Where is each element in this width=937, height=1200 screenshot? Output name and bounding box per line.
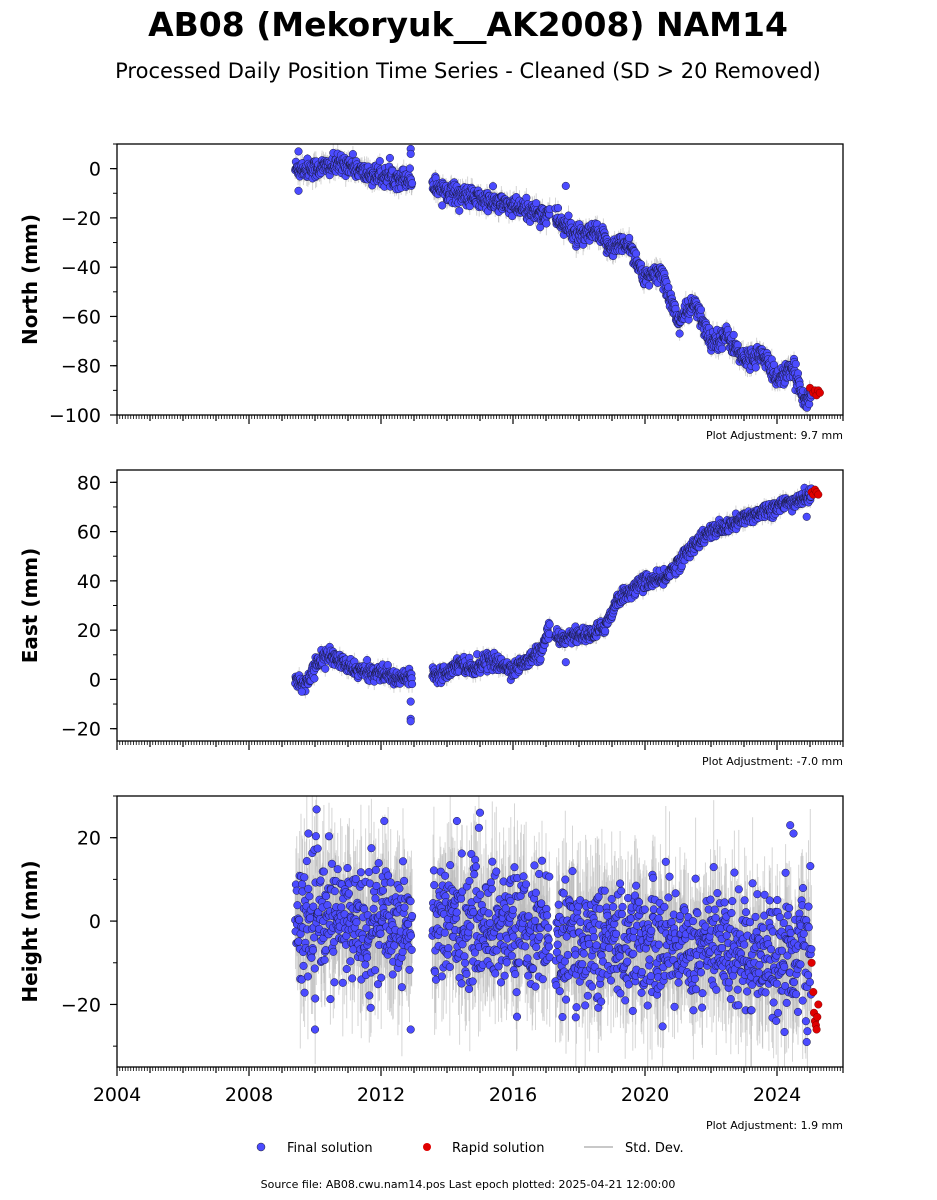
y-tick-label: −20 xyxy=(61,208,101,230)
final-solution-point xyxy=(321,664,330,673)
final-solution-point xyxy=(408,179,417,188)
final-solution-point xyxy=(751,363,760,372)
final-solution-point xyxy=(536,655,545,664)
final-solution-points xyxy=(291,144,816,412)
final-solution-point xyxy=(310,674,319,683)
final-solution-point xyxy=(294,186,303,195)
y-tick-label: −100 xyxy=(49,405,101,427)
chart-subtitle: Processed Daily Position Time Series - C… xyxy=(115,59,821,83)
final-solution-point xyxy=(348,150,357,159)
final-solution-point xyxy=(561,181,570,190)
final-solution-point xyxy=(564,211,573,220)
final-solution-point xyxy=(294,147,303,156)
final-solution-point xyxy=(406,149,415,158)
final-solution-point xyxy=(405,164,414,173)
final-solution-point xyxy=(645,281,654,290)
final-solution-point xyxy=(488,182,498,191)
final-solution-point xyxy=(385,153,394,163)
final-solution-point xyxy=(696,305,706,314)
final-solution-point xyxy=(455,206,464,215)
final-solution-point xyxy=(718,344,727,353)
y-tick-label: −60 xyxy=(61,306,101,328)
y-tick-label: −80 xyxy=(61,356,101,378)
final-solution-point xyxy=(408,679,417,689)
final-solution-point xyxy=(542,219,551,228)
y-tick-label: −40 xyxy=(61,257,101,279)
panel-1: 0 −20 −40 −60 −80 −100 North (mm) Plot Adjustme… xyxy=(18,143,844,442)
final-solution-point xyxy=(553,203,563,213)
final-solution-point xyxy=(805,400,814,409)
final-solution-point xyxy=(625,233,634,242)
plot-frame xyxy=(116,143,844,416)
final-solution-point xyxy=(438,201,447,210)
chart-title: AB08 (Mekoryuk__AK2008) NAM14 xyxy=(148,5,788,44)
panels: 0 −20 −40 −60 −80 −100 North (mm) Plot Adjustme… xyxy=(18,143,844,1132)
final-solution-point xyxy=(729,330,738,339)
final-solution-point xyxy=(375,157,384,166)
y-axis-label: North (mm) xyxy=(18,214,42,345)
final-solution-point xyxy=(791,359,800,369)
y-tick-label: 0 xyxy=(89,159,101,181)
final-solution-points xyxy=(291,483,816,726)
y-axis-ticks: 0 −20 −40 −60 −80 −100 xyxy=(49,143,117,427)
rapid-solution-point xyxy=(815,388,824,397)
final-solution-point xyxy=(769,360,779,369)
x-axis-ticks xyxy=(116,415,844,424)
plot-adjustment-label: Plot Adjustment: 9.7 mm xyxy=(706,429,843,442)
final-solution-point xyxy=(632,249,641,258)
final-solution-point xyxy=(675,329,684,338)
final-solution-point xyxy=(383,660,392,670)
